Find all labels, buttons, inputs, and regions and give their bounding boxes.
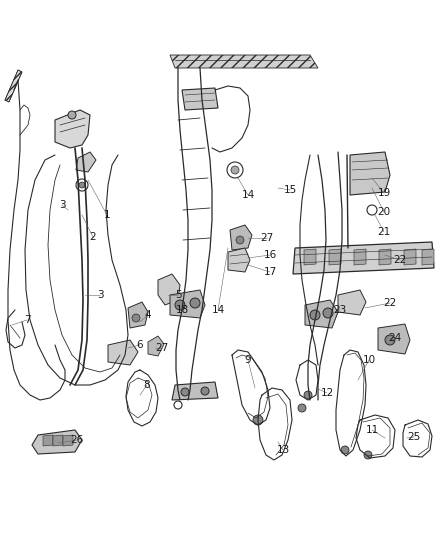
Text: 4: 4 <box>145 310 151 320</box>
Circle shape <box>341 446 349 454</box>
Circle shape <box>323 308 333 318</box>
Polygon shape <box>182 88 218 110</box>
Polygon shape <box>329 249 341 265</box>
Polygon shape <box>148 336 164 356</box>
Polygon shape <box>379 249 391 265</box>
Circle shape <box>68 111 76 119</box>
Polygon shape <box>230 225 252 250</box>
Text: 2: 2 <box>90 232 96 242</box>
Polygon shape <box>338 290 366 315</box>
Polygon shape <box>128 302 148 328</box>
Text: 6: 6 <box>137 340 143 350</box>
Polygon shape <box>304 249 316 265</box>
Polygon shape <box>170 290 205 318</box>
Circle shape <box>385 335 395 345</box>
Polygon shape <box>108 340 138 365</box>
Text: 24: 24 <box>389 333 402 343</box>
Text: 10: 10 <box>362 355 375 365</box>
Text: 21: 21 <box>378 227 391 237</box>
Text: 18: 18 <box>175 305 189 315</box>
Text: 20: 20 <box>378 207 391 217</box>
Text: 1: 1 <box>104 210 110 220</box>
Circle shape <box>132 314 140 322</box>
Text: 22: 22 <box>393 255 406 265</box>
Circle shape <box>253 415 263 425</box>
Text: 14: 14 <box>241 190 254 200</box>
Text: 23: 23 <box>333 305 346 315</box>
Circle shape <box>310 310 320 320</box>
Polygon shape <box>350 152 390 195</box>
Text: 11: 11 <box>365 425 378 435</box>
Text: 3: 3 <box>97 290 103 300</box>
Text: 5: 5 <box>175 290 181 300</box>
Polygon shape <box>76 152 96 172</box>
Circle shape <box>298 404 306 412</box>
Text: 27: 27 <box>260 233 274 243</box>
Circle shape <box>79 182 85 188</box>
Text: 13: 13 <box>276 445 290 455</box>
Circle shape <box>181 388 189 396</box>
Circle shape <box>175 300 185 310</box>
Text: 12: 12 <box>320 388 334 398</box>
Polygon shape <box>404 249 416 265</box>
Text: 19: 19 <box>378 188 391 198</box>
Polygon shape <box>32 430 82 454</box>
Text: 15: 15 <box>283 185 297 195</box>
Circle shape <box>201 387 209 395</box>
Text: 3: 3 <box>59 200 65 210</box>
Text: 8: 8 <box>144 380 150 390</box>
Circle shape <box>304 391 312 399</box>
Polygon shape <box>170 55 318 68</box>
Polygon shape <box>53 435 63 446</box>
Polygon shape <box>158 274 180 305</box>
Polygon shape <box>293 242 434 274</box>
Text: 26: 26 <box>71 435 84 445</box>
Circle shape <box>364 451 372 459</box>
Polygon shape <box>354 249 366 265</box>
Polygon shape <box>378 324 410 354</box>
Text: 17: 17 <box>263 267 277 277</box>
Text: 16: 16 <box>263 250 277 260</box>
Polygon shape <box>43 435 53 446</box>
Polygon shape <box>172 382 218 400</box>
Text: 27: 27 <box>155 343 169 353</box>
Polygon shape <box>228 248 250 272</box>
Polygon shape <box>5 70 22 102</box>
Text: 7: 7 <box>24 315 30 325</box>
Polygon shape <box>55 110 90 148</box>
Text: 22: 22 <box>383 298 397 308</box>
Text: 14: 14 <box>212 305 225 315</box>
Text: 9: 9 <box>245 355 251 365</box>
Text: 25: 25 <box>407 432 420 442</box>
Circle shape <box>231 166 239 174</box>
Circle shape <box>236 236 244 244</box>
Polygon shape <box>305 300 338 328</box>
Polygon shape <box>422 249 434 265</box>
Circle shape <box>190 298 200 308</box>
Polygon shape <box>63 435 73 446</box>
